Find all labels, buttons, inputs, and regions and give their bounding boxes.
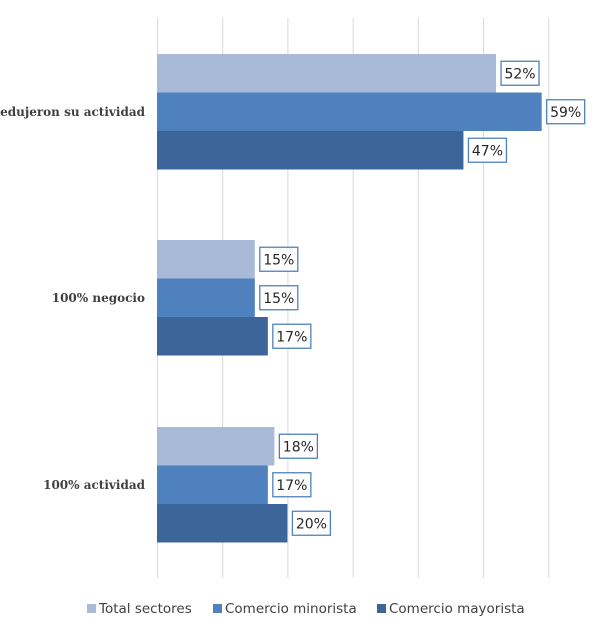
data-label: 52%	[504, 66, 535, 82]
category-label: Redujeron su actividad	[0, 105, 146, 119]
data-label: 47%	[472, 143, 503, 159]
category-label: 100% negocio	[52, 291, 145, 305]
bar	[157, 465, 268, 504]
legend-label: Comercio minorista	[225, 601, 357, 617]
bar	[157, 317, 268, 356]
bar	[157, 278, 255, 317]
bar	[157, 54, 497, 93]
legend-swatch	[377, 604, 386, 613]
data-label-box	[272, 472, 312, 498]
bar	[157, 131, 464, 170]
bar	[157, 504, 288, 543]
data-label-box	[259, 285, 299, 311]
data-label: 20%	[296, 516, 327, 532]
data-label-box	[291, 510, 332, 536]
data-label: 17%	[276, 329, 307, 345]
legend-swatch	[213, 604, 222, 613]
data-label-box	[546, 99, 586, 125]
data-label: 15%	[263, 252, 294, 268]
data-label-box	[272, 323, 312, 349]
legend-label: Comercio mayorista	[389, 601, 525, 617]
data-label: 18%	[283, 439, 314, 455]
bar	[157, 240, 255, 279]
data-label: 17%	[276, 478, 307, 494]
data-label-box	[467, 137, 508, 163]
legend-swatch	[87, 604, 96, 613]
legend-label: Total sectores	[98, 601, 192, 617]
data-label: 59%	[550, 105, 581, 121]
data-label-box	[259, 246, 299, 272]
category-label: 100% actividad	[43, 478, 146, 492]
data-label: 15%	[263, 291, 294, 307]
data-label-box	[278, 433, 319, 459]
bar	[157, 92, 542, 131]
bar	[157, 427, 275, 466]
data-label-box	[500, 60, 540, 86]
